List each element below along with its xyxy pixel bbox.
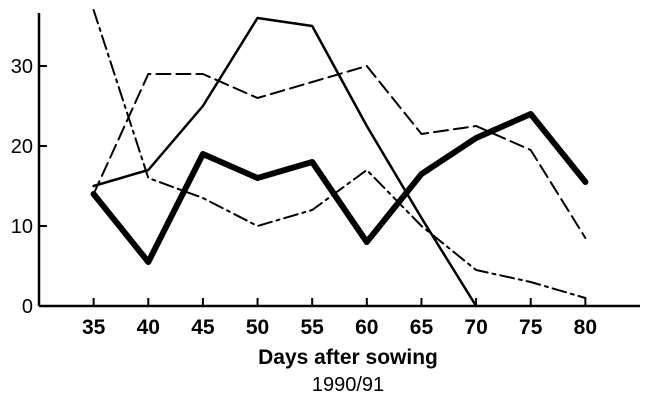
x-axis-ticks: 35 40 45 50 55 60 65 70 75 80: [82, 298, 597, 339]
x-axis-title: Days after sowing: [258, 346, 438, 369]
x-tick-label: 55: [301, 316, 325, 339]
x-tick-label: 50: [246, 316, 269, 339]
x-tick-label: 65: [410, 316, 434, 339]
x-tick-label: 35: [82, 316, 106, 339]
series-line-dash-dot: [92, 9, 587, 299]
chart-subtitle: 1990/91: [312, 374, 384, 396]
y-tick-label: 20: [11, 136, 33, 158]
series-line-thin-solid: [92, 16, 478, 308]
y-tick-label: 10: [11, 216, 33, 238]
series-layer: [90, 9, 589, 308]
x-tick-label: 40: [137, 316, 160, 339]
x-tick-label: 70: [464, 316, 487, 339]
y-tick-label: 0: [22, 296, 33, 318]
series-line-dashed: [92, 65, 587, 239]
y-axis-ticks: 0 10 20 30: [11, 56, 47, 318]
series-line-thick-solid: [90, 111, 589, 265]
axes: [37, 13, 640, 308]
x-tick-label: 75: [519, 316, 543, 339]
x-tick-label: 80: [574, 316, 597, 339]
x-tick-label: 45: [191, 316, 215, 339]
x-tick-label: 60: [355, 316, 378, 339]
y-tick-label: 30: [11, 56, 33, 78]
